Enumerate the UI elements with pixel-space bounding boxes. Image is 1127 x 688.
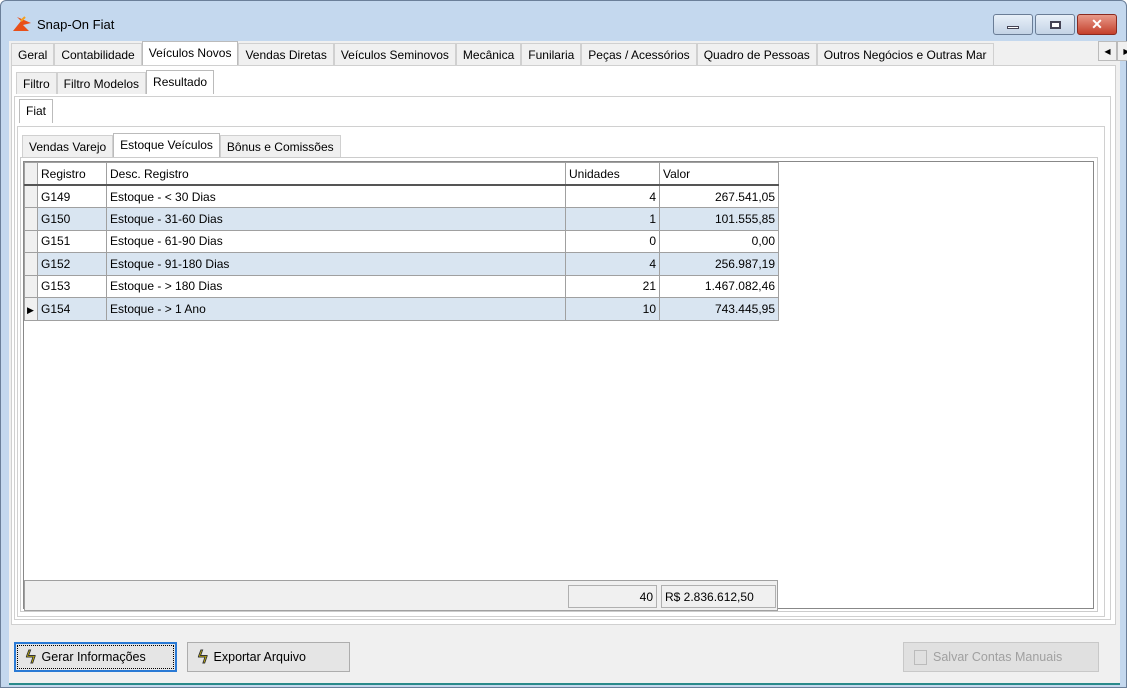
tab-scroll: ◀ ▶: [1098, 41, 1127, 61]
column-header[interactable]: Registro: [37, 162, 107, 186]
gerar-label: Gerar Informações: [41, 650, 146, 664]
table-row[interactable]: G152 Estoque - 91-180 Dias 4 256.987,19: [24, 252, 779, 276]
fiat-panel: Vendas Varejo Estoque Veículos Bônus e Com…: [17, 126, 1105, 617]
table-cell[interactable]: Estoque - 31-60 Dias: [106, 207, 566, 231]
row-indicator: [24, 184, 38, 208]
row-indicator: [24, 274, 38, 298]
tab-resultado[interactable]: Resultado: [146, 70, 215, 94]
salvar-contas-manuais-button[interactable]: Salvar Contas Manuais: [903, 642, 1099, 672]
tab-vendas-diretas[interactable]: Vendas Diretas: [238, 43, 334, 65]
resultado-panel: Fiat Vendas Varejo Estoque Veículos Bônus …: [14, 96, 1111, 620]
table-cell[interactable]: Estoque - 91-180 Dias: [106, 252, 566, 276]
exportar-arquivo-button[interactable]: ϟ Exportar Arquivo: [187, 642, 350, 672]
table-cell[interactable]: G152: [37, 252, 107, 276]
table-cell[interactable]: 1.467.082,46: [659, 274, 779, 298]
window-title: Snap-On Fiat: [37, 17, 115, 32]
estoque-panel: Registro Desc. Registro Unidades Valor G149…: [20, 157, 1098, 612]
salvar-label: Salvar Contas Manuais: [933, 650, 1063, 664]
tab-pec-as-acesso-rios[interactable]: Peças / Acessórios: [581, 43, 697, 65]
tab-outros-nego-cios-e-outras-mar[interactable]: Outros Negócios e Outras Mar: [816, 43, 994, 65]
table-cell[interactable]: Estoque - > 1 Ano: [106, 297, 566, 321]
sub-tabs: Filtro Filtro Modelos Resultado: [16, 70, 215, 94]
maximize-icon: [1049, 20, 1061, 29]
tab-contabilidade[interactable]: Contabilidade: [54, 43, 142, 65]
tab-bo-nus-e-comisso-es[interactable]: Bônus e Comissões: [219, 135, 341, 157]
table-cell[interactable]: Estoque - < 30 Dias: [106, 184, 566, 208]
minimize-icon: [1007, 26, 1019, 29]
table-cell[interactable]: 0: [565, 229, 660, 253]
row-indicator: [24, 252, 38, 276]
app-logo-icon: [13, 16, 31, 31]
totals-row: 40 R$ 2.836.612,50: [24, 580, 778, 611]
table-cell[interactable]: 267.541,05: [659, 184, 779, 208]
tab-quadro-de-pessoas[interactable]: Quadro de Pessoas: [696, 43, 817, 65]
brand-tabs: Fiat: [19, 99, 54, 123]
lightning-icon: ϟ: [198, 646, 208, 667]
total-unidades: 40: [568, 585, 657, 608]
indicator-header: [24, 162, 38, 186]
scroll-right-button[interactable]: ▶: [1117, 41, 1127, 61]
close-button[interactable]: ✕: [1077, 14, 1117, 35]
lightning-icon: ϟ: [26, 646, 36, 667]
tab-vendas-varejo[interactable]: Vendas Varejo: [22, 135, 114, 157]
stock-table: Registro Desc. Registro Unidades Valor G149…: [24, 162, 779, 321]
table-cell[interactable]: 743.445,95: [659, 297, 779, 321]
current-row-icon: ▶: [27, 304, 34, 315]
tab-geral[interactable]: Geral: [11, 43, 55, 65]
table-cell[interactable]: 0,00: [659, 229, 779, 253]
table-cell[interactable]: Estoque - 61-90 Dias: [106, 229, 566, 253]
table-row[interactable]: G151 Estoque - 61-90 Dias 0 0,00: [24, 229, 779, 253]
main-tabs: Geral Contabilidade Veículos Novos Vendas D…: [11, 41, 994, 65]
tab-vei-culos-seminovos[interactable]: Veículos Seminovos: [333, 43, 456, 65]
total-valor: R$ 2.836.612,50: [661, 585, 776, 608]
table-row[interactable]: G150 Estoque - 31-60 Dias 1 101.555,85: [24, 207, 779, 231]
row-indicator: ▶: [24, 297, 38, 321]
veiculos-novos-panel: Filtro Filtro Modelos Resultado Fiat Venda…: [11, 65, 1116, 625]
client-area: Geral Contabilidade Veículos Novos Vendas D…: [9, 41, 1127, 685]
table-cell[interactable]: G153: [37, 274, 107, 298]
tab-vei-culos-novos[interactable]: Veículos Novos: [141, 41, 239, 65]
tab-filtro[interactable]: Filtro: [16, 72, 57, 94]
table-row[interactable]: G153 Estoque - > 180 Dias 21 1.467.082,46: [24, 274, 779, 298]
table-row[interactable]: G149 Estoque - < 30 Dias 4 267.541,05: [24, 184, 779, 208]
save-icon: [914, 649, 927, 665]
table-cell[interactable]: 101.555,85: [659, 207, 779, 231]
close-icon: ✕: [1091, 16, 1103, 32]
table-cell[interactable]: 21: [565, 274, 660, 298]
minimize-button[interactable]: [993, 14, 1033, 35]
data-grid[interactable]: Registro Desc. Registro Unidades Valor G149…: [23, 161, 1094, 611]
table-cell[interactable]: G150: [37, 207, 107, 231]
table-cell[interactable]: Estoque - > 180 Dias: [106, 274, 566, 298]
title-bar: Snap-On Fiat ✕: [1, 1, 1126, 41]
gerar-informacoes-button[interactable]: ϟ Gerar Informações: [14, 642, 177, 672]
column-header[interactable]: Desc. Registro: [106, 162, 566, 186]
table-row[interactable]: ▶ G154 Estoque - > 1 Ano 10 743.445,95: [24, 297, 779, 321]
table-cell[interactable]: 4: [565, 184, 660, 208]
row-indicator: [24, 229, 38, 253]
scroll-left-button[interactable]: ◀: [1098, 41, 1117, 61]
column-header[interactable]: Valor: [659, 162, 779, 186]
report-tabs: Vendas Varejo Estoque Veículos Bônus e Com…: [22, 133, 341, 157]
table-cell[interactable]: G154: [37, 297, 107, 321]
column-header[interactable]: Unidades: [565, 162, 660, 186]
table-cell[interactable]: 1: [565, 207, 660, 231]
table-cell[interactable]: G151: [37, 229, 107, 253]
maximize-button[interactable]: [1035, 14, 1075, 35]
table-cell[interactable]: 10: [565, 297, 660, 321]
table-cell[interactable]: 256.987,19: [659, 252, 779, 276]
table-cell[interactable]: 4: [565, 252, 660, 276]
row-indicator: [24, 207, 38, 231]
exportar-label: Exportar Arquivo: [213, 650, 306, 664]
tab-funilaria[interactable]: Funilaria: [521, 43, 582, 65]
tab-estoque-vei-culos[interactable]: Estoque Veículos: [113, 133, 220, 157]
tab-filtro-modelos[interactable]: Filtro Modelos: [56, 72, 147, 94]
tab-fiat[interactable]: Fiat: [19, 99, 54, 123]
tab-meca-nica[interactable]: Mecânica: [455, 43, 522, 65]
table-cell[interactable]: G149: [37, 184, 107, 208]
